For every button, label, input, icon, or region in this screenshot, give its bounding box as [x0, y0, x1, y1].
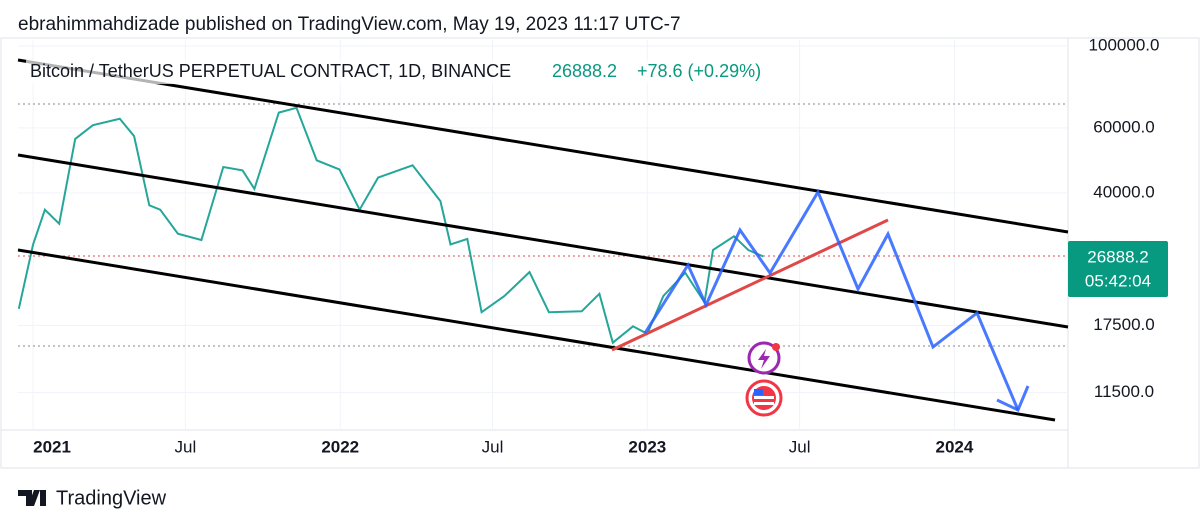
event-icon-bolt — [758, 349, 770, 369]
x-tick-label: 2023 — [628, 437, 666, 456]
footer-brand[interactable]: TradingView — [56, 487, 167, 509]
y-tick-label: 11500.0 — [1094, 382, 1154, 401]
price-change: +78.6 (+0.29%) — [637, 61, 761, 81]
y-tick-label: 17500.0 — [1093, 315, 1154, 334]
frame — [0, 37, 1200, 469]
flag-stripe — [754, 402, 774, 405]
y-tick-label: 100000.0 — [1089, 35, 1160, 54]
trend-line — [611, 218, 889, 352]
event-dot — [772, 343, 780, 351]
header: ebrahimmahdizade published on TradingVie… — [18, 14, 681, 35]
x-tick-label: Jul — [789, 437, 811, 456]
logo — [18, 490, 46, 506]
projection-path — [643, 188, 1020, 411]
y-tick-label: 40000.0 — [1093, 182, 1154, 201]
y-tick-label: 60000.0 — [1093, 117, 1154, 136]
projection-arrow — [996, 385, 1030, 413]
countdown: 05:42:04 — [1085, 271, 1151, 290]
x-tick-label: Jul — [482, 437, 504, 456]
x-tick-label: 2024 — [936, 437, 974, 456]
channel-line — [17, 58, 1069, 234]
x-tick-label: 2022 — [321, 437, 359, 456]
title-backdrop — [26, 60, 786, 84]
chart-title: Bitcoin / TetherUS PERPETUAL CONTRACT, 1… — [30, 61, 511, 81]
axes: 100000.0 60000.0 40000.0 17500.0 11500.0 2021… — [33, 35, 1159, 456]
channel-line — [17, 248, 1056, 422]
channel-line — [17, 153, 1069, 329]
x-tick-label: 2021 — [33, 437, 71, 456]
price-label: 26888.2 — [1087, 247, 1148, 266]
flag-canton — [754, 389, 763, 395]
flag-stripe — [754, 396, 774, 399]
price-line — [17, 106, 764, 345]
price-label-box — [1068, 241, 1168, 297]
last-price: 26888.2 — [552, 61, 617, 81]
grid — [18, 40, 1068, 430]
x-tick-label: Jul — [175, 437, 197, 456]
series — [17, 106, 764, 345]
